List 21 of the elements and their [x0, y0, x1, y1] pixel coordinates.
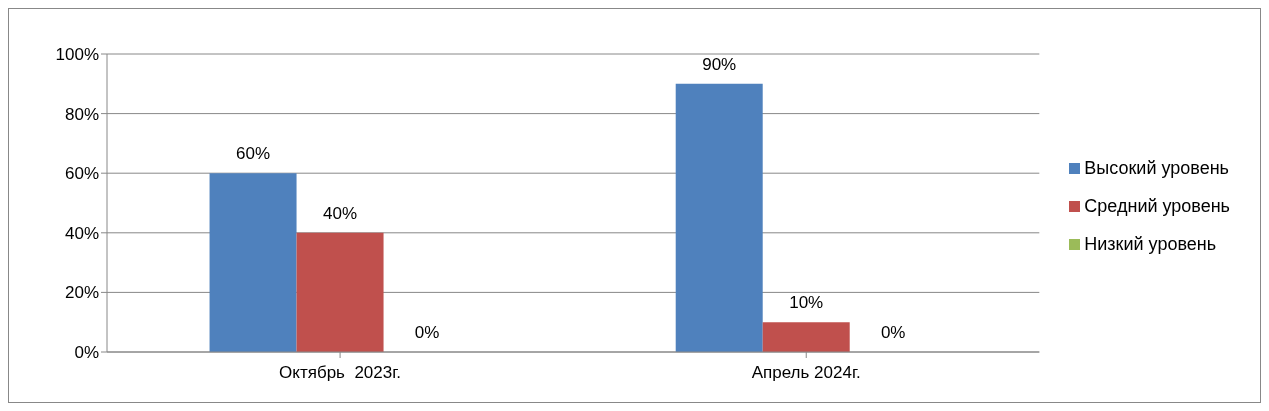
y-tick-label: 0% — [74, 343, 99, 363]
y-tick-label: 20% — [64, 283, 99, 303]
y-tick-label: 60% — [64, 164, 99, 184]
y-tick-label: 40% — [64, 223, 99, 243]
data-label: 60% — [236, 144, 271, 164]
y-tick-label: 100% — [55, 45, 99, 65]
bar — [209, 173, 297, 352]
bar — [296, 232, 384, 352]
x-tick-label: Апрель 2024г. — [751, 363, 861, 382]
data-label: 0% — [414, 322, 440, 342]
data-label: 40% — [323, 203, 358, 223]
bar — [675, 83, 763, 352]
legend-label: Низкий уровень — [1084, 233, 1217, 254]
x-tick-label: Октябрь 2023г. — [279, 363, 402, 382]
data-label: 90% — [702, 54, 737, 74]
legend-label: Средний уровень — [1084, 195, 1230, 216]
bar — [762, 322, 850, 352]
legend-label: Высокий уровень — [1084, 157, 1229, 178]
y-tick-label: 80% — [64, 104, 99, 124]
data-label: 10% — [789, 293, 824, 313]
data-label: 0% — [880, 322, 906, 342]
